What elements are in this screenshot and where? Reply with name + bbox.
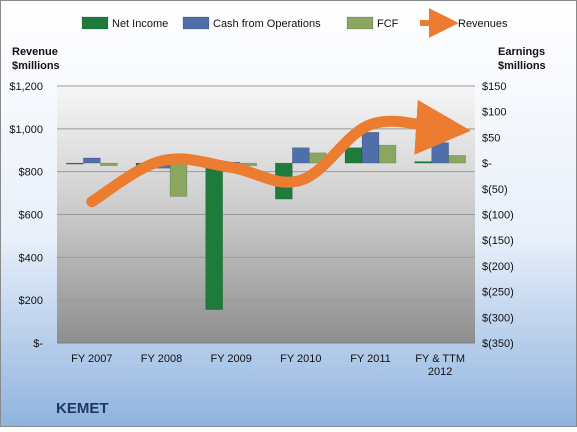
legend-swatch: [81, 16, 109, 30]
legend-swatch: [182, 16, 210, 30]
right-tick-label: $(150): [482, 235, 514, 247]
x-tick-label: FY 2009: [210, 353, 251, 365]
bar-cash-from-operations: [361, 132, 380, 164]
x-tick-label: FY 2007: [71, 353, 112, 365]
legend-swatch: [346, 16, 374, 30]
right-tick-label: $-: [482, 158, 492, 170]
bar-fcf: [100, 162, 118, 166]
x-tick-label: FY & TTM: [415, 353, 465, 365]
axes-layer: $- $200 $400 $600 $800 $1,000 $1,200 $(350) $(30…: [9, 46, 545, 378]
left-tick-label: $400: [19, 252, 43, 264]
right-axis-title: $millions: [498, 60, 546, 72]
bars-layer: [66, 132, 466, 310]
bar-net-income: [66, 162, 84, 165]
right-tick-label: $(50): [482, 184, 508, 196]
right-tick-label: $150: [482, 81, 506, 93]
line-layer: [86, 99, 471, 208]
right-tick-label: $50: [482, 132, 500, 144]
bar-fcf: [378, 144, 397, 164]
legend-label: Net Income: [112, 18, 168, 30]
legend-layer: Net Income Cash from Operations FCF Revenue…: [81, 8, 508, 38]
left-axis-title: Revenue: [12, 46, 58, 58]
legend-label: Revenues: [458, 18, 508, 30]
left-tick-label: $200: [19, 295, 43, 307]
bar-cash-from-operations: [292, 147, 310, 164]
right-tick-label: $(300): [482, 312, 514, 324]
right-tick-label: $100: [482, 107, 506, 119]
bar-cash-from-operations: [431, 142, 449, 164]
legend-label: Cash from Operations: [213, 18, 321, 30]
right-tick-label: $(100): [482, 210, 514, 222]
bar-fcf: [448, 155, 466, 164]
left-axis-title: $millions: [12, 60, 60, 72]
bar-net-income: [344, 147, 363, 164]
bar-net-income: [205, 162, 223, 310]
left-tick-label: $-: [33, 338, 43, 350]
left-tick-label: $800: [19, 167, 43, 179]
revenues-line: [86, 99, 471, 208]
right-tick-label: $(200): [482, 261, 514, 273]
x-tick-label: FY 2010: [280, 353, 321, 365]
bar-cash-from-operations: [83, 157, 101, 164]
company-label: KEMET: [56, 400, 109, 417]
grid-layer: [57, 85, 475, 301]
left-tick-label: $1,000: [9, 124, 43, 136]
left-tick-label: $600: [19, 210, 43, 222]
left-tick-label: $1,200: [9, 81, 43, 93]
bar-net-income: [414, 161, 432, 164]
legend-label: FCF: [377, 18, 399, 30]
x-tick-label: 2012: [428, 366, 452, 378]
right-tick-label: $(350): [482, 338, 514, 350]
x-tick-label: FY 2011: [350, 353, 391, 365]
bar-fcf: [169, 162, 188, 197]
x-tick-label: FY 2008: [141, 353, 182, 365]
right-tick-label: $(250): [482, 287, 514, 299]
right-axis-title: Earnings: [498, 46, 545, 58]
